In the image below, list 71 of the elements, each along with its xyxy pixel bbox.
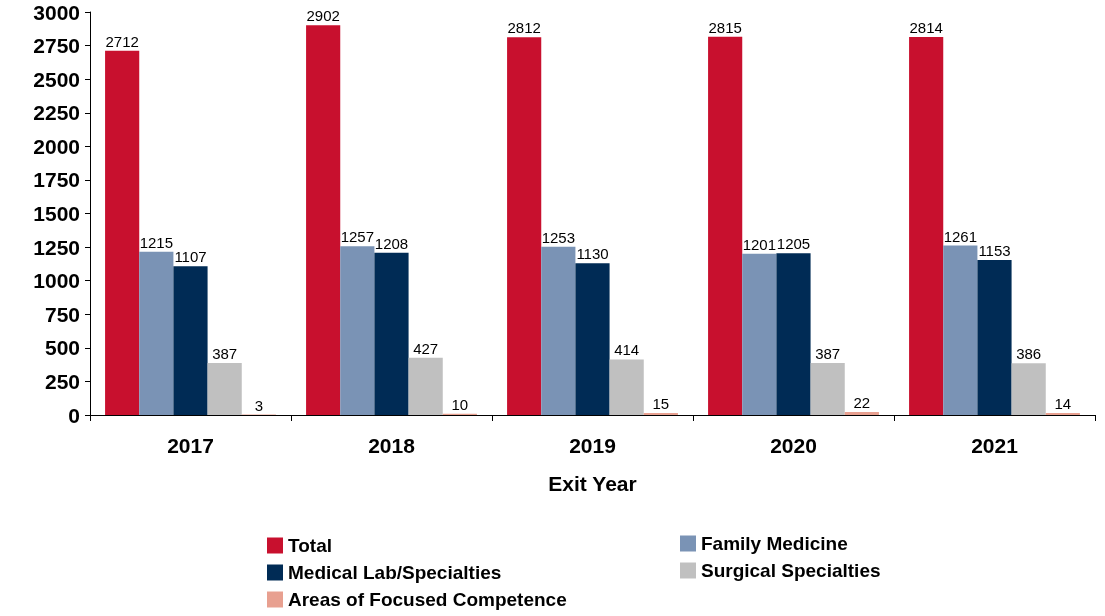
bar [1011, 363, 1046, 415]
data-label: 2815 [708, 18, 742, 36]
y-tick-label: 0 [68, 403, 80, 427]
data-label: 414 [614, 341, 640, 359]
x-tick-label: 2017 [167, 434, 214, 457]
legend-label: Surgical Specialties [701, 560, 881, 581]
bar [742, 253, 777, 415]
x-tick-label: 2018 [368, 434, 416, 457]
bar [844, 412, 879, 415]
data-label: 10 [451, 395, 469, 413]
y-tick-label: 250 [44, 369, 80, 393]
data-label: 427 [413, 339, 439, 357]
bar [708, 36, 743, 415]
data-label: 22 [853, 394, 871, 412]
data-label: 1208 [374, 234, 409, 252]
legend-label: Medical Lab/Specialties [288, 562, 502, 583]
bar [105, 50, 140, 415]
y-tick-label: 1750 [33, 168, 80, 192]
data-label: 1153 [978, 242, 1011, 260]
bar [810, 363, 845, 415]
y-tick-label: 1250 [33, 235, 80, 259]
data-label: 3 [254, 396, 264, 414]
x-axis-title: Exit Year [548, 472, 637, 495]
y-tick-label: 2500 [33, 67, 80, 91]
y-tick-label: 500 [44, 336, 80, 360]
data-label: 15 [652, 394, 670, 412]
y-tick-label: 2750 [33, 34, 80, 58]
y-tick-label: 2250 [33, 101, 80, 125]
bar [207, 363, 242, 415]
data-label: 1257 [340, 228, 375, 246]
data-label: 1107 [174, 248, 207, 266]
y-tick-label: 2000 [33, 134, 80, 158]
bar [340, 246, 375, 415]
legend-label: Total [288, 535, 332, 556]
y-tick-label: 1000 [33, 269, 80, 293]
bar [609, 359, 644, 415]
bar [408, 357, 443, 415]
bar [977, 260, 1012, 415]
bar [374, 252, 409, 415]
x-tick-label: 2020 [770, 434, 817, 457]
y-tick-label: 750 [44, 302, 80, 326]
data-label: 14 [1054, 395, 1072, 413]
legend-label: Family Medicine [701, 533, 848, 554]
data-label: 386 [1016, 345, 1042, 363]
y-tick-label: 1500 [33, 202, 80, 225]
data-label: 387 [212, 345, 238, 363]
bar [541, 246, 576, 415]
data-label: 1261 [943, 227, 978, 245]
bar [909, 36, 944, 415]
bar [306, 25, 341, 415]
data-label: 2712 [105, 32, 139, 50]
data-label: 2814 [909, 18, 943, 36]
y-tick-label: 3000 [33, 0, 80, 24]
x-tick-label: 2019 [569, 434, 616, 457]
bar [943, 245, 978, 415]
bar [139, 251, 174, 415]
data-label: 1215 [139, 233, 174, 251]
data-label: 1205 [776, 235, 811, 253]
bar [575, 263, 610, 415]
bar [173, 266, 208, 415]
data-label: 2902 [306, 7, 340, 25]
data-label: 1201 [742, 235, 777, 253]
legend-label: Areas of Focused Competence [288, 589, 567, 610]
data-label: 1130 [576, 245, 609, 263]
bar [507, 37, 542, 415]
bar [643, 412, 678, 415]
data-label: 1253 [541, 228, 576, 246]
data-label: 387 [815, 345, 841, 363]
data-label: 2812 [507, 19, 541, 37]
bar [776, 253, 811, 415]
x-tick-label: 2021 [971, 434, 1019, 457]
